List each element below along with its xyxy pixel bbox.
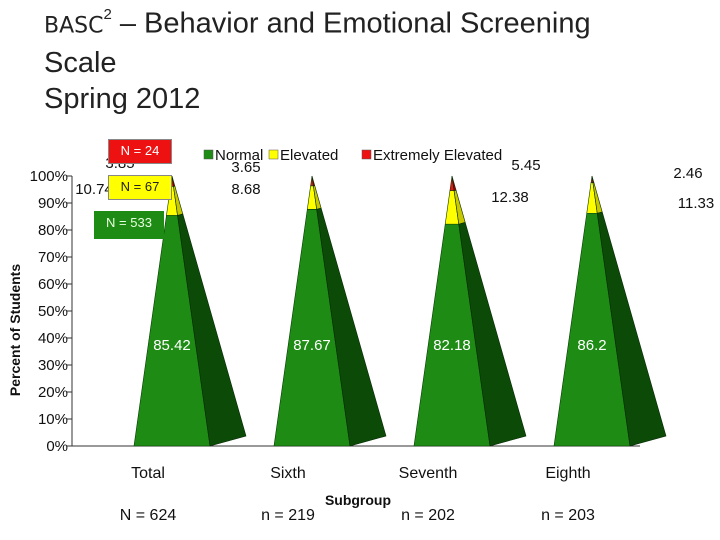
pyramid-extreme-side-total: [171, 175, 176, 187]
legend-swatch-1: [268, 149, 279, 160]
callout-elevated-count: N = 67: [108, 175, 172, 200]
x-category-count: n = 202: [401, 507, 455, 524]
x-category-label: Sixth: [270, 465, 306, 482]
title-line2: Scale: [44, 46, 117, 79]
callout-extreme-count: N = 24: [108, 139, 172, 164]
extreme-value-label: 5.45: [511, 157, 540, 174]
title-prefix: BASC: [44, 13, 104, 39]
y-tick-label: 10%: [38, 411, 68, 428]
x-category-count: n = 219: [261, 507, 315, 524]
y-tick-label: 50%: [38, 303, 68, 320]
title-superscript: 2: [103, 6, 112, 23]
y-tick-label: 100%: [30, 168, 68, 185]
y-tick-label: 70%: [38, 249, 68, 266]
y-tick-label: 0%: [46, 438, 68, 455]
y-tick-label: 20%: [38, 384, 68, 401]
extreme-value-label: 2.46: [673, 165, 702, 182]
x-category-label: Eighth: [545, 465, 590, 482]
x-category-count: n = 203: [541, 507, 595, 524]
legend-label-0: Normal: [215, 147, 263, 164]
elevated-value-label: 11.33: [678, 195, 714, 212]
legend-label-2: Extremely Elevated: [373, 147, 502, 164]
legend-label-1: Elevated: [280, 147, 338, 164]
x-category-count: N = 624: [120, 507, 177, 524]
extreme-value-label: 3.65: [231, 159, 260, 176]
y-tick-label: 60%: [38, 276, 68, 293]
normal-value-label: 87.67: [293, 337, 331, 354]
x-category-label: Seventh: [399, 465, 458, 482]
elevated-value-label: 12.38: [491, 189, 529, 206]
legend-swatch-2: [361, 149, 372, 160]
normal-value-label: 86.2: [577, 337, 606, 354]
pyramid-extreme-side-seventh: [451, 175, 457, 192]
normal-value-label: 82.18: [433, 337, 471, 354]
title-line3: Spring 2012: [44, 82, 201, 115]
pyramid-extreme-side-sixth: [311, 175, 316, 187]
elevated-value-label: 10.74: [75, 181, 113, 198]
legend-swatch-0: [203, 149, 214, 160]
x-category-label: Total: [131, 465, 165, 482]
y-tick-label: 90%: [38, 195, 68, 212]
y-tick-label: 80%: [38, 222, 68, 239]
callout-normal-count: N = 533: [94, 211, 164, 239]
elevated-value-label: 8.68: [231, 181, 260, 198]
y-axis-title: Percent of Students: [7, 264, 23, 396]
x-axis-title: Subgroup: [325, 492, 391, 508]
y-tick-label: 40%: [38, 330, 68, 347]
normal-value-label: 85.42: [153, 337, 191, 354]
y-tick-label: 30%: [38, 357, 68, 374]
title-line1: – Behavior and Emotional Screening: [111, 7, 591, 40]
chart-title: BASC2 – Behavior and Emotional Screening…: [44, 0, 591, 117]
pyramid-extreme-side-eighth: [591, 175, 595, 184]
